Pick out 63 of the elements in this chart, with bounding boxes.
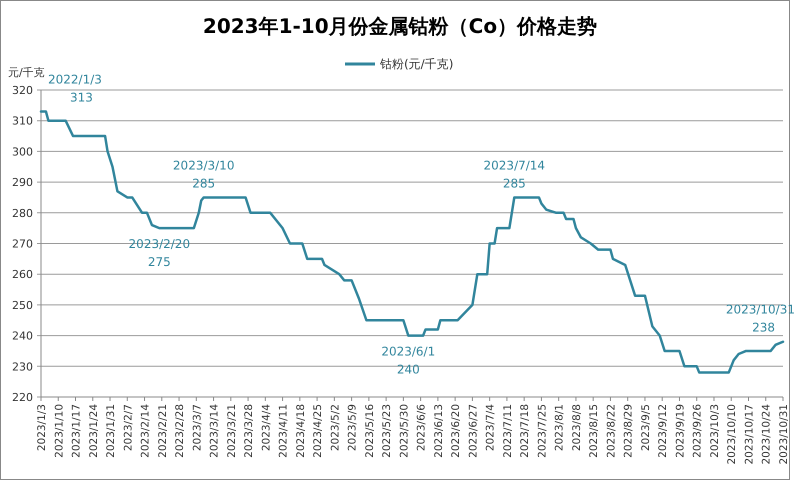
x-tick-label: 2023/10/24: [760, 404, 773, 465]
x-tick-label: 2023/5/9: [346, 404, 359, 452]
x-tick-label: 2023/5/23: [381, 404, 394, 458]
x-tick-label: 2023/2/28: [174, 404, 186, 458]
x-tick-label: 2023/7/11: [502, 404, 514, 458]
x-tick-label: 2023/8/1: [554, 404, 566, 452]
x-tick-label: 2023/1/31: [105, 404, 118, 458]
x-tick-label: 2023/6/6: [416, 404, 428, 452]
x-tick-label: 2023/1/17: [70, 404, 83, 458]
x-tick-label: 2023/9/5: [640, 404, 652, 452]
x-tick-label: 2023/4/18: [294, 404, 307, 458]
annotation: 2023/3/10 285: [172, 158, 234, 190]
y-tick-label: 230: [12, 360, 33, 374]
x-tick-label: 2023/8/15: [588, 404, 600, 458]
annotation: 2023/2/20 275: [128, 237, 190, 270]
x-tick-label: 2023/4/25: [312, 404, 324, 458]
y-tick-label: 260: [12, 268, 33, 282]
x-tick-label: 2023/3/21: [226, 404, 238, 458]
x-tick-label: 2023/7/18: [519, 404, 532, 458]
x-tick-label: 2023/7/25: [536, 404, 548, 458]
x-tick-label: 2023/10/17: [743, 404, 756, 465]
x-tick-label: 2023/5/16: [364, 404, 376, 458]
annotation: 2022/1/3 313: [48, 72, 102, 104]
y-tick-label: 310: [12, 114, 33, 128]
y-axis-title: 元/千克: [8, 66, 45, 79]
y-tick-label: 240: [12, 330, 33, 343]
x-tick-label: 2023/4/4: [260, 404, 272, 452]
x-tick-label: 2023/7/4: [484, 404, 497, 452]
x-tick-label: 2023/2/21: [156, 404, 169, 458]
x-tick-label: 2023/10/31: [778, 404, 790, 465]
annotation: 2023/7/14 285: [484, 158, 546, 190]
x-tick-label: 2023/6/13: [432, 404, 445, 458]
y-tick-label: 300: [12, 145, 33, 158]
y-tick-label: 250: [12, 298, 33, 312]
x-tick-label: 2023/1/24: [88, 404, 100, 458]
x-tick-label: 2023/5/30: [398, 404, 410, 458]
y-tick-label: 270: [12, 238, 33, 250]
x-tick-label: 2023/8/22: [605, 404, 618, 458]
x-tick-label: 2023/4/11: [278, 404, 290, 458]
x-tick-label: 2023/2/7: [122, 404, 134, 452]
legend-label: 钴粉(元/千克): [379, 57, 454, 71]
y-tick-label: 280: [12, 206, 33, 220]
x-tick-label: 2023/3/14: [208, 404, 221, 458]
x-tick-label: 2023/10/10: [726, 404, 738, 465]
x-tick-label: 2023/9/19: [674, 404, 686, 458]
x-tick-label: 2023/8/29: [622, 404, 635, 458]
x-tick-label: 2023/9/26: [692, 404, 704, 458]
x-tick-label: 2023/10/3: [708, 404, 721, 458]
x-tick-label: 2023/6/20: [450, 404, 462, 458]
y-tick-label: 220: [12, 391, 33, 404]
x-tick-label: 2023/1/10: [53, 404, 66, 458]
x-tick-label: 2023/3/7: [191, 404, 204, 452]
x-tick-label: 2023/8/8: [570, 404, 583, 452]
x-tick-label: 2023/9/12: [657, 404, 670, 458]
y-tick-label: 290: [12, 176, 33, 190]
y-tick-label: 320: [12, 84, 33, 97]
chart-title: 2023年1-10月份金属钴粉（Co）价格走势: [202, 14, 598, 38]
x-tick-label: 2023/1/3: [36, 404, 48, 452]
x-tick-label: 2023/6/27: [467, 404, 480, 458]
x-tick-label: 2023/5/2: [329, 404, 342, 452]
x-tick-label: 2023/2/14: [140, 404, 152, 458]
x-tick-label: 2023/3/28: [243, 404, 256, 458]
annotation: 2023/6/1 240: [381, 344, 436, 377]
